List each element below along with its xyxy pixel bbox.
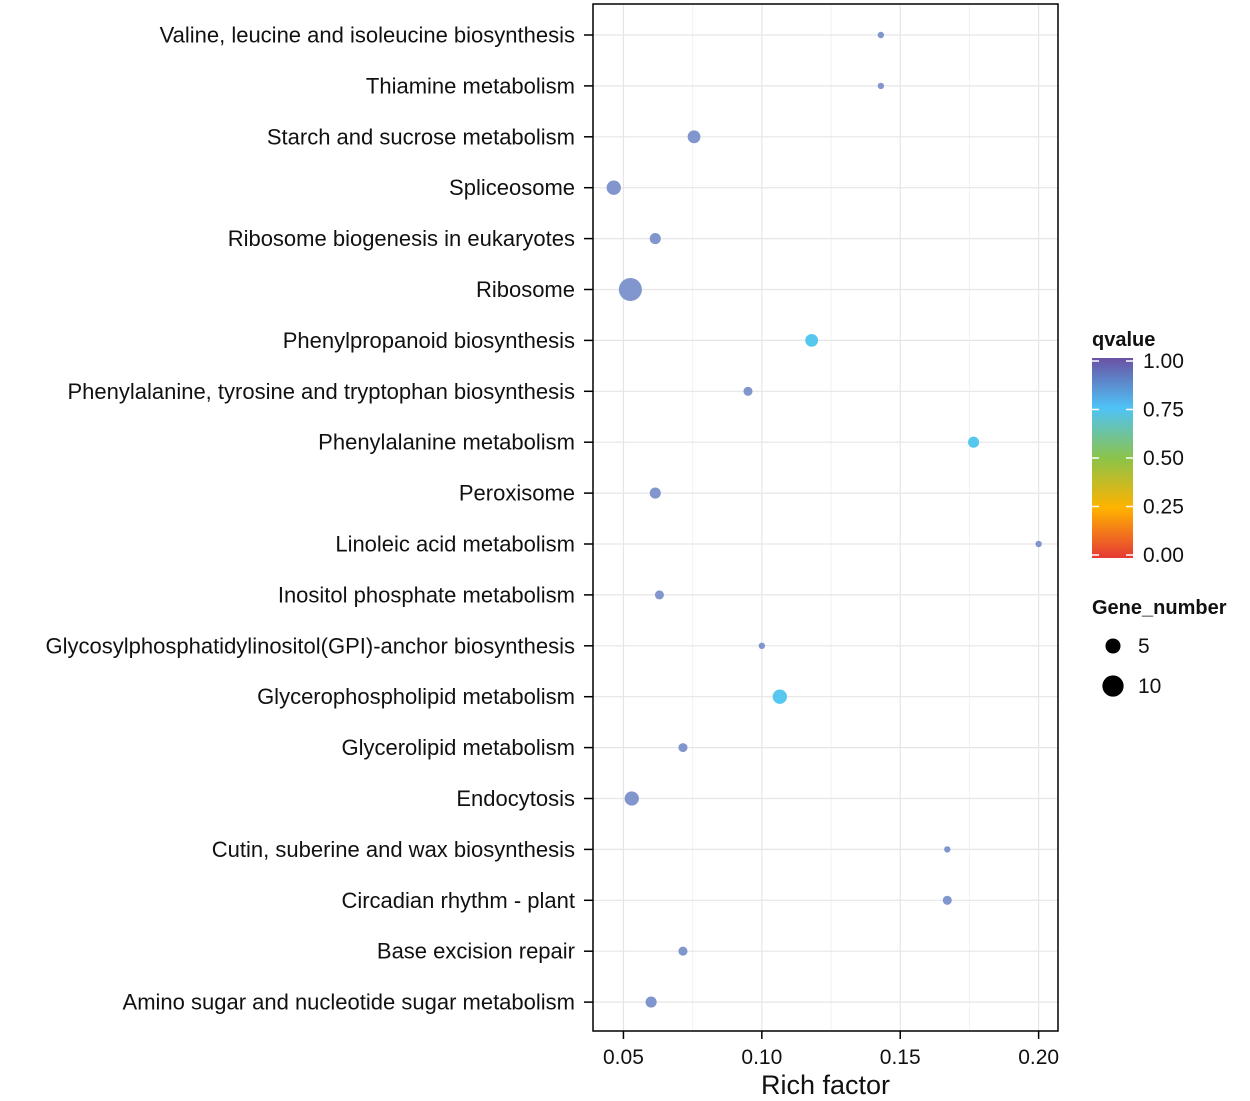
y-tick-label: Peroxisome [459,481,575,506]
y-tick-label: Thiamine metabolism [366,73,575,98]
y-tick-label: Inositol phosphate metabolism [278,582,575,607]
qvalue-tick-label: 1.00 [1143,350,1184,373]
qvalue-tick-label: 0.25 [1143,496,1184,519]
y-tick-label: Valine, leucine and isoleucine biosynthe… [160,23,575,48]
qvalue-legend: qvalue 1.00 0.75 0.50 0.25 0.00 [1092,329,1184,567]
data-point [654,590,664,600]
data-point [968,436,980,448]
gene-number-legend-title: Gene_number [1092,597,1227,619]
size-legend-symbol [1105,638,1121,654]
data-point [743,386,753,396]
qvalue-tick-label: 0.75 [1143,399,1184,422]
y-tick-label: Phenylalanine, tyrosine and tryptophan b… [67,379,575,404]
data-point [877,82,885,90]
data-point [942,895,952,905]
data-point [805,334,819,347]
y-tick-label: Cutin, suberine and wax biosynthesis [212,837,575,862]
y-tick-label: Spliceosome [449,175,575,200]
x-tick-label: 0.20 [1018,1046,1059,1069]
x-axis-title: Rich factor [761,1070,890,1100]
data-point [606,180,621,195]
y-tick-label: Glycosylphosphatidylinositol(GPI)-anchor… [46,633,575,658]
x-tick-label: 0.10 [741,1046,782,1069]
data-point [678,946,688,956]
x-tick-label: 0.15 [880,1046,921,1069]
data-point [877,31,885,39]
y-tick-label: Amino sugar and nucleotide sugar metabol… [123,990,575,1015]
qvalue-tick-label: 0.00 [1143,544,1184,567]
y-tick-label: Ribosome biogenesis in eukaryotes [228,226,575,251]
data-point [687,130,701,144]
y-axis-labels: Valine, leucine and isoleucine biosynthe… [46,23,593,1015]
size-legend-label: 10 [1138,675,1161,698]
qvalue-legend-title: qvalue [1092,329,1155,351]
data-point [624,791,639,806]
y-tick-label: Ribosome [476,277,575,302]
data-point [1035,540,1042,548]
x-tick-label: 0.05 [603,1046,644,1069]
data-points [606,31,1042,1008]
y-tick-label: Base excision repair [377,939,575,964]
y-tick-label: Endocytosis [456,786,575,811]
qvalue-tick-label: 0.50 [1143,447,1184,470]
plot-panel [592,3,1059,1032]
data-point [645,996,657,1008]
data-point [649,487,661,499]
gridlines [593,4,1058,1031]
y-tick-label: Phenylalanine metabolism [318,430,575,455]
data-point [772,689,787,704]
y-tick-label: Glycerophospholipid metabolism [257,684,575,709]
size-legend-symbol [1102,675,1124,697]
y-tick-label: Starch and sucrose metabolism [267,124,575,149]
data-point [944,846,951,853]
x-axis: 0.05 0.10 0.15 0.20 [603,1031,1059,1069]
size-legend-label: 5 [1138,635,1150,658]
data-point [678,743,688,753]
data-point [758,642,766,649]
data-point [649,233,661,245]
y-tick-label: Circadian rhythm - plant [341,888,575,913]
y-tick-label: Glycerolipid metabolism [341,735,575,760]
y-tick-label: Linoleic acid metabolism [335,532,575,557]
gene-number-legend: Gene_number 5 10 [1092,597,1227,698]
y-tick-label: Phenylpropanoid biosynthesis [283,328,575,353]
data-point [618,277,642,302]
